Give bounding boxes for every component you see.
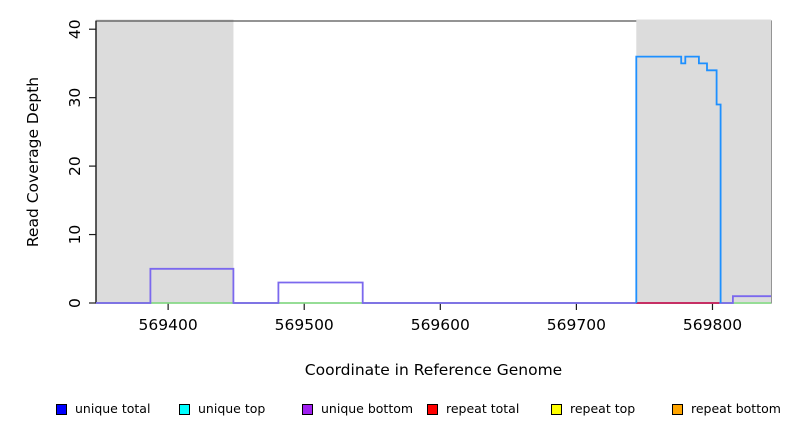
legend-item-repeat-bottom: repeat bottom bbox=[672, 400, 781, 418]
x-tick-label: 569400 bbox=[139, 316, 198, 334]
legend-item-repeat-total: repeat total bbox=[427, 400, 519, 418]
repeat-total-swatch-icon bbox=[427, 403, 438, 415]
unique-total-swatch-icon bbox=[56, 403, 67, 415]
legend-label: unique bottom bbox=[321, 401, 414, 416]
x-axis-title: Coordinate in Reference Genome bbox=[305, 361, 562, 379]
x-tick-label: 569800 bbox=[683, 316, 742, 334]
unique-bottom-swatch-icon bbox=[302, 403, 313, 415]
y-tick-label: 10 bbox=[66, 225, 84, 245]
y-tick-label: 0 bbox=[66, 298, 84, 308]
legend: unique total unique top unique bottom re… bbox=[0, 400, 792, 420]
x-tick-label: 569600 bbox=[411, 316, 470, 334]
y-tick-label: 30 bbox=[66, 88, 84, 108]
legend-label: unique total bbox=[75, 401, 151, 416]
legend-item-repeat-top: repeat top bbox=[551, 400, 635, 418]
y-axis-title: Read Coverage Depth bbox=[24, 77, 42, 247]
masked-region-right bbox=[636, 19, 771, 303]
legend-label: repeat bottom bbox=[691, 401, 781, 416]
legend-label: unique top bbox=[198, 401, 266, 416]
y-tick-label: 40 bbox=[66, 19, 84, 39]
legend-item-unique-top: unique top bbox=[179, 400, 265, 418]
repeat-bottom-swatch-icon bbox=[672, 403, 683, 415]
y-tick-label: 20 bbox=[66, 156, 84, 176]
legend-label: repeat top bbox=[570, 401, 636, 416]
legend-item-unique-total: unique total bbox=[56, 400, 150, 418]
legend-label: repeat total bbox=[446, 401, 520, 416]
legend-item-unique-bottom: unique bottom bbox=[302, 400, 413, 418]
unique-top-swatch-icon bbox=[179, 403, 190, 415]
x-tick-label: 569500 bbox=[275, 316, 334, 334]
x-tick-label: 569700 bbox=[547, 316, 606, 334]
series-unique-bottom bbox=[96, 267, 771, 304]
masked-region-left bbox=[96, 19, 234, 303]
series-unique-total bbox=[635, 55, 722, 303]
repeat-top-swatch-icon bbox=[551, 403, 562, 415]
